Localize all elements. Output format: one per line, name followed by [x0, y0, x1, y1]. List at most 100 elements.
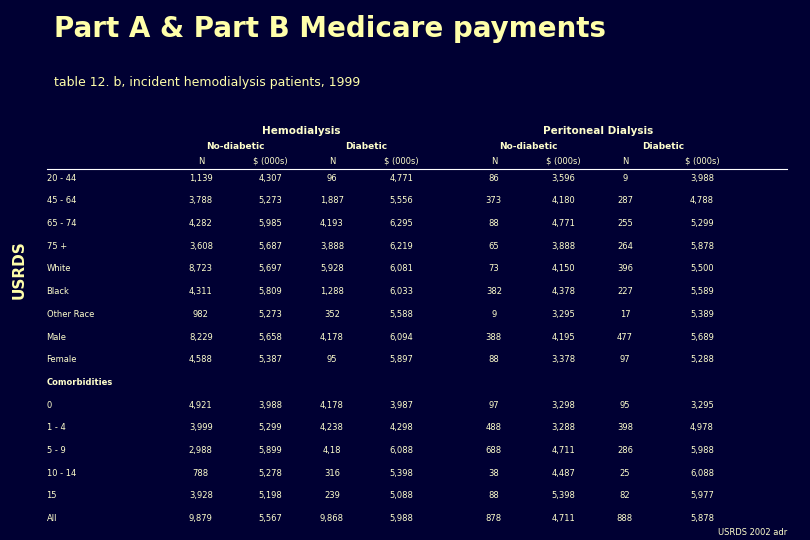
- Text: 6,088: 6,088: [390, 446, 413, 455]
- Text: White: White: [47, 265, 71, 273]
- Text: 287: 287: [617, 197, 633, 205]
- Text: 398: 398: [617, 423, 633, 433]
- Text: 4,195: 4,195: [552, 333, 575, 341]
- Text: 15: 15: [47, 491, 57, 501]
- Text: 5,687: 5,687: [258, 242, 282, 251]
- Text: 4,150: 4,150: [552, 265, 575, 273]
- Text: 4,711: 4,711: [552, 514, 575, 523]
- Text: 4,378: 4,378: [552, 287, 575, 296]
- Text: 1,139: 1,139: [189, 174, 213, 183]
- Text: 4,978: 4,978: [690, 423, 714, 433]
- Text: 88: 88: [488, 355, 499, 364]
- Text: 4,771: 4,771: [552, 219, 575, 228]
- Text: 9: 9: [491, 310, 497, 319]
- Text: N: N: [491, 157, 497, 166]
- Text: USRDS 2002 adr: USRDS 2002 adr: [718, 528, 787, 537]
- Text: 1,887: 1,887: [320, 197, 344, 205]
- Text: All: All: [47, 514, 57, 523]
- Text: 5,299: 5,299: [258, 423, 282, 433]
- Text: 5,589: 5,589: [690, 287, 714, 296]
- Text: 5,928: 5,928: [320, 265, 343, 273]
- Text: 45 - 64: 45 - 64: [47, 197, 76, 205]
- Text: 0: 0: [47, 401, 52, 410]
- Text: 5,398: 5,398: [552, 491, 575, 501]
- Text: 25: 25: [620, 469, 630, 478]
- Text: 73: 73: [488, 265, 499, 273]
- Text: 5,273: 5,273: [258, 310, 282, 319]
- Text: 4,588: 4,588: [189, 355, 213, 364]
- Text: 97: 97: [620, 355, 630, 364]
- Text: 95: 95: [326, 355, 337, 364]
- Text: 4,307: 4,307: [258, 174, 282, 183]
- Text: 4,178: 4,178: [320, 401, 343, 410]
- Text: 4,487: 4,487: [552, 469, 575, 478]
- Text: 4,921: 4,921: [189, 401, 213, 410]
- Text: N: N: [622, 157, 628, 166]
- Text: 9,879: 9,879: [189, 514, 213, 523]
- Text: 96: 96: [326, 174, 337, 183]
- Text: 9: 9: [622, 174, 628, 183]
- Text: 373: 373: [486, 197, 502, 205]
- Text: 4,178: 4,178: [320, 333, 343, 341]
- Text: 5,387: 5,387: [258, 355, 282, 364]
- Text: 3,988: 3,988: [690, 174, 714, 183]
- Text: 4,238: 4,238: [320, 423, 343, 433]
- Text: 3,988: 3,988: [258, 401, 282, 410]
- Text: No-diabetic: No-diabetic: [499, 141, 558, 151]
- Text: 75 +: 75 +: [47, 242, 66, 251]
- Text: 4,193: 4,193: [320, 219, 343, 228]
- Text: 6,088: 6,088: [690, 469, 714, 478]
- Text: 3,295: 3,295: [552, 310, 575, 319]
- Text: 382: 382: [486, 287, 502, 296]
- Text: 788: 788: [193, 469, 209, 478]
- Text: 3,999: 3,999: [189, 423, 213, 433]
- Text: Hemodialysis: Hemodialysis: [262, 126, 340, 136]
- Text: 5,288: 5,288: [690, 355, 714, 364]
- Text: 316: 316: [324, 469, 340, 478]
- Text: N: N: [329, 157, 335, 166]
- Text: 3,295: 3,295: [690, 401, 714, 410]
- Text: 4,18: 4,18: [322, 446, 341, 455]
- Text: 3,608: 3,608: [189, 242, 213, 251]
- Text: Other Race: Other Race: [47, 310, 94, 319]
- Text: 8,723: 8,723: [189, 265, 213, 273]
- Text: 5,088: 5,088: [390, 491, 413, 501]
- Text: 4,298: 4,298: [390, 423, 413, 433]
- Text: 5,878: 5,878: [690, 242, 714, 251]
- Text: 227: 227: [617, 287, 633, 296]
- Text: 5,389: 5,389: [690, 310, 714, 319]
- Text: 6,094: 6,094: [390, 333, 413, 341]
- Text: 5,697: 5,697: [258, 265, 282, 273]
- Text: 6,081: 6,081: [390, 265, 413, 273]
- Text: 5,985: 5,985: [258, 219, 282, 228]
- Text: 10 - 14: 10 - 14: [47, 469, 76, 478]
- Text: 5,299: 5,299: [690, 219, 714, 228]
- Text: 982: 982: [193, 310, 209, 319]
- Text: 5 - 9: 5 - 9: [47, 446, 66, 455]
- Text: 888: 888: [617, 514, 633, 523]
- Text: 65 - 74: 65 - 74: [47, 219, 76, 228]
- Text: 4,180: 4,180: [552, 197, 575, 205]
- Text: USRDS: USRDS: [12, 241, 27, 299]
- Text: 5,500: 5,500: [690, 265, 714, 273]
- Text: N: N: [198, 157, 204, 166]
- Text: 264: 264: [617, 242, 633, 251]
- Text: 5,988: 5,988: [690, 446, 714, 455]
- Text: Peritoneal Dialysis: Peritoneal Dialysis: [543, 126, 653, 136]
- Text: Diabetic: Diabetic: [346, 141, 388, 151]
- Text: 5,988: 5,988: [390, 514, 413, 523]
- Text: 3,788: 3,788: [189, 197, 213, 205]
- Text: 878: 878: [486, 514, 502, 523]
- Text: 3,888: 3,888: [320, 242, 344, 251]
- Text: 4,711: 4,711: [552, 446, 575, 455]
- Text: 3,378: 3,378: [551, 355, 575, 364]
- Text: 3,288: 3,288: [552, 423, 575, 433]
- Text: 5,899: 5,899: [258, 446, 282, 455]
- Text: 5,658: 5,658: [258, 333, 282, 341]
- Text: Female: Female: [47, 355, 77, 364]
- Text: 1,288: 1,288: [320, 287, 343, 296]
- Text: $ (000s): $ (000s): [684, 157, 719, 166]
- Text: 255: 255: [617, 219, 633, 228]
- Text: 4,771: 4,771: [390, 174, 413, 183]
- Text: 6,295: 6,295: [390, 219, 413, 228]
